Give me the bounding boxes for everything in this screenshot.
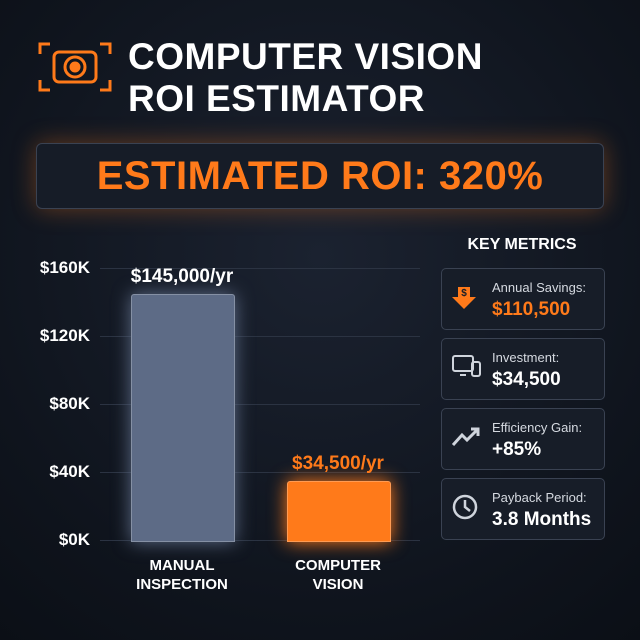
metric-label: Efficiency Gain: — [492, 420, 583, 435]
value-label: $145,000/yr — [130, 265, 234, 287]
grid-line — [100, 336, 420, 337]
x-tick-label: MANUAL INSPECTION — [136, 557, 228, 593]
grid-line — [100, 404, 420, 405]
metric-card: Efficiency Gain: +85% — [441, 408, 605, 470]
metric-label: Investment: — [492, 350, 560, 365]
metric-value: +85% — [492, 439, 542, 460]
camera-icon — [38, 42, 112, 92]
bar — [287, 481, 391, 542]
metric-card: Payback Period: 3.8 Months — [441, 478, 605, 540]
grid-line — [100, 540, 420, 541]
grid-line — [100, 268, 420, 269]
y-tick-label: $80K — [49, 394, 90, 413]
x-tick-label: COMPUTER VISION — [295, 557, 381, 593]
metric-label: Payback Period: — [492, 490, 587, 505]
y-tick-label: $40K — [49, 462, 90, 481]
y-tick-label: $0K — [58, 530, 90, 549]
metric-icon: $ — [452, 287, 476, 309]
metric-icon — [452, 494, 478, 520]
title-line: ROI ESTIMATOR — [128, 78, 426, 119]
value-label: $34,500/yr — [292, 453, 384, 475]
metric-value: $34,500 — [492, 369, 561, 390]
metric-card: Investment: $34,500 — [441, 338, 605, 400]
metrics-title: KEY METRICS — [467, 236, 577, 253]
svg-text:$: $ — [461, 288, 467, 299]
metric-icon — [452, 355, 481, 377]
metric-icon — [452, 427, 480, 447]
metric-card: $ Annual Savings: $110,500 — [441, 268, 605, 330]
title-line: COMPUTER VISION — [128, 36, 483, 77]
metric-value: 3.8 Months — [492, 509, 592, 530]
y-tick-label: $160K — [39, 258, 90, 277]
roi-banner: ESTIMATED ROI: 320% — [36, 143, 604, 209]
metric-label: Annual Savings: — [492, 280, 586, 295]
metric-value: $110,500 — [492, 299, 571, 320]
grid-line — [100, 472, 420, 473]
bar — [131, 293, 235, 542]
y-tick-label: $120K — [39, 326, 90, 345]
